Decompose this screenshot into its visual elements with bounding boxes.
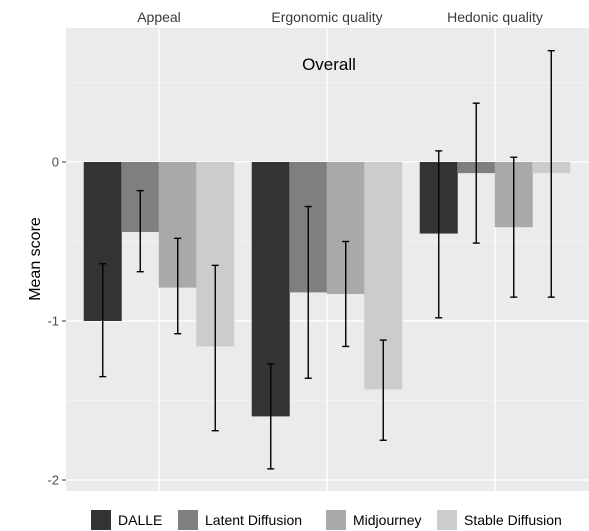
legend-swatch xyxy=(437,510,457,530)
legend-label: Midjourney xyxy=(353,512,421,528)
category-label: Hedonic quality xyxy=(447,9,543,25)
y-axis-ticks: 0 -1 -2 xyxy=(47,155,66,488)
legend-label: Stable Diffusion xyxy=(464,512,562,528)
category-labels: Appeal Ergonomic quality Hedonic quality xyxy=(137,9,543,25)
chart-inner-title: Overall xyxy=(302,55,356,74)
legend-label: DALLE xyxy=(118,512,162,528)
category-label: Ergonomic quality xyxy=(271,9,382,25)
legend-label: Latent Diffusion xyxy=(205,512,302,528)
legend-swatch xyxy=(91,510,111,530)
category-label: Appeal xyxy=(137,9,181,25)
error-bars xyxy=(99,50,555,470)
y-tick-label: -2 xyxy=(47,473,59,488)
legend-swatch xyxy=(178,510,198,530)
legend-swatch xyxy=(326,510,346,530)
y-tick-label: -1 xyxy=(47,314,59,329)
y-axis-title: Mean score xyxy=(27,217,44,301)
y-tick-label: 0 xyxy=(52,155,59,170)
legend: DALLE Latent Diffusion Midjourney Stable Di… xyxy=(91,510,562,530)
